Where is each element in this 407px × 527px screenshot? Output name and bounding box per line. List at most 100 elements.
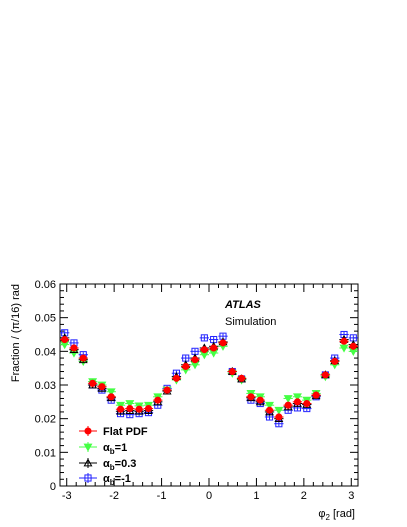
y-tick-label: 0.06 — [35, 279, 56, 291]
y-tick-label: 0 — [50, 481, 56, 493]
legend-entry: αb=-1 — [79, 473, 131, 487]
y-tick-label: 0.01 — [35, 447, 56, 459]
point-marker — [191, 356, 199, 364]
point-marker — [163, 386, 171, 394]
point-marker — [340, 337, 348, 345]
x-axis-title-unit: [rad] — [330, 508, 355, 520]
legend-label: Flat PDF — [103, 426, 148, 438]
data-point — [348, 342, 358, 350]
point-marker — [70, 344, 78, 352]
data-point — [283, 401, 293, 409]
data-point — [171, 374, 182, 382]
data-point — [339, 344, 349, 353]
point-marker — [265, 406, 274, 414]
point-marker — [106, 388, 116, 397]
data-point — [134, 405, 144, 413]
point-marker — [349, 342, 357, 350]
simulation-label: Simulation — [225, 316, 276, 328]
y-tick-label: 0.02 — [35, 414, 56, 426]
x-tick-label: 2 — [301, 490, 307, 502]
data-point — [311, 391, 321, 399]
x-tick-label: -3 — [62, 490, 72, 502]
point-marker — [144, 405, 153, 413]
legend: Flat PDF αb=1 αb=0.3αb=-1 — [79, 426, 148, 487]
x-axis-title: φ2 [rad] — [318, 508, 355, 522]
y-tick-label: 0.03 — [35, 380, 56, 392]
data-point — [125, 400, 135, 409]
point-marker — [274, 406, 284, 415]
point-marker — [303, 399, 311, 408]
y-axis: 0 0.01 0.02 0.03 0.04 0.05 0.06 — [35, 279, 358, 493]
point-marker — [256, 396, 264, 404]
data-point — [236, 374, 247, 382]
y-tick-label: 0.05 — [35, 313, 56, 325]
point-marker — [247, 393, 255, 401]
point-marker — [265, 401, 274, 410]
y-tick-label: 0.04 — [35, 346, 56, 358]
point-marker — [98, 383, 106, 391]
data-point — [208, 344, 219, 352]
data-point — [255, 396, 265, 404]
data-point — [264, 401, 275, 410]
legend-entry: Flat PDF — [79, 426, 148, 438]
data-point — [274, 406, 284, 415]
point-marker — [89, 379, 97, 387]
legend-label: αb=1 — [103, 442, 127, 456]
legend-entry: αb=1 — [79, 442, 127, 456]
y-axis-title: Fraction / (π/16) rad — [10, 284, 22, 382]
x-tick-label: 0 — [206, 490, 212, 502]
data-point — [69, 344, 79, 352]
point-marker — [210, 344, 218, 352]
x-axis: -3 -2 -1 0 1 2 3 — [62, 284, 354, 502]
data-point — [125, 405, 135, 413]
data-point — [339, 337, 349, 345]
point-marker — [293, 398, 302, 406]
data-point — [162, 386, 172, 394]
point-marker — [275, 413, 283, 421]
data-points — [60, 329, 358, 428]
data-point — [302, 399, 312, 408]
legend-marker — [83, 458, 93, 467]
point-marker — [228, 367, 236, 376]
point-marker — [331, 357, 339, 365]
data-point — [320, 371, 331, 379]
data-point — [78, 354, 88, 362]
x-tick-label: 1 — [253, 490, 259, 502]
point-marker — [200, 346, 208, 354]
atlas-label: ATLAS — [224, 299, 262, 311]
point-marker — [283, 395, 293, 404]
point-marker — [172, 374, 180, 382]
data-point — [97, 383, 107, 391]
data-point — [218, 339, 228, 347]
x-axis-title-phi: φ — [318, 508, 325, 520]
point-marker — [339, 344, 349, 353]
point-marker — [116, 405, 125, 413]
point-marker — [219, 339, 227, 347]
data-point — [181, 362, 191, 371]
data-point — [153, 396, 163, 404]
x-tick-label: -2 — [109, 490, 119, 502]
x-axis-title-sub: 2 — [325, 513, 330, 522]
point-marker — [79, 354, 87, 362]
data-point — [199, 346, 210, 354]
data-point — [190, 356, 200, 364]
x-tick-label: -1 — [157, 490, 167, 502]
data-point — [115, 405, 126, 413]
data-point — [106, 393, 116, 401]
point-marker — [284, 401, 292, 409]
point-marker — [312, 391, 320, 399]
point-marker — [293, 393, 302, 402]
point-marker — [126, 405, 134, 413]
point-marker — [182, 362, 190, 371]
point-marker — [116, 401, 125, 410]
x-tick-label: 3 — [348, 490, 354, 502]
data-point — [199, 334, 210, 342]
data-point — [227, 367, 237, 376]
data-point — [264, 406, 275, 414]
legend-label: αb=0.3 — [103, 458, 136, 472]
point-marker — [321, 371, 329, 379]
point-marker — [61, 335, 69, 344]
point-marker — [154, 396, 162, 404]
legend-entry: αb=0.3 — [79, 458, 136, 472]
